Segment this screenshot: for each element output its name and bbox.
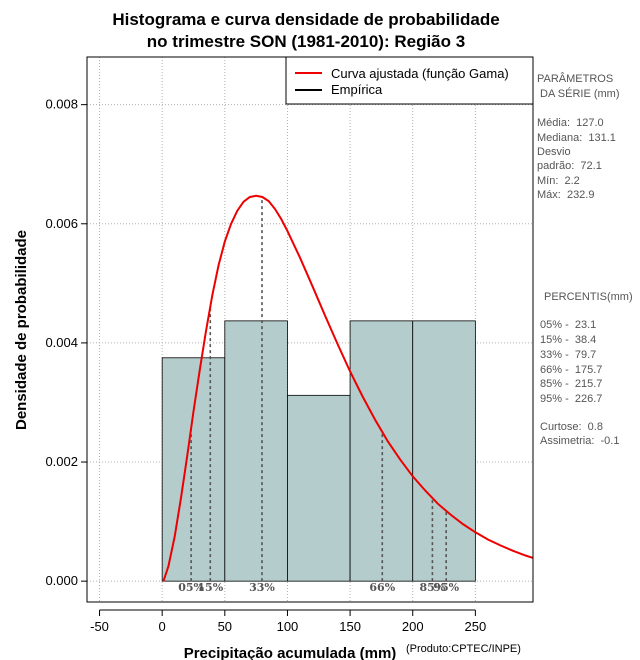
legend-label-empirical: Empírica: [331, 82, 383, 97]
x-tick-label: 50: [218, 619, 232, 634]
percentil-66: 66% - 175.7: [540, 364, 602, 376]
percentile-label: 15%: [197, 581, 223, 594]
param-mean: Média: 127.0: [537, 117, 604, 129]
param-stddev: padrão: 72.1: [537, 160, 602, 172]
percentile-labels: 05%15% 33% 66% 85%95%: [178, 581, 459, 594]
y-tick-label: 0.008: [45, 97, 78, 112]
y-tick-label: 0.004: [45, 335, 78, 350]
percentil-95: 95% - 226.7: [540, 393, 602, 405]
x-tick-label: 0: [159, 619, 166, 634]
product-credit: (Produto:CPTEC/INPE): [406, 643, 521, 655]
percentile-label: 85%: [420, 581, 446, 594]
percentil-05: 05% - 23.1: [540, 319, 596, 331]
percentile-label: 33%: [249, 581, 275, 594]
percentile-label: 95%: [433, 581, 459, 594]
y-axis-title: Densidade de probabilidade: [13, 230, 30, 430]
param-min: Mín: 2.2: [537, 175, 580, 187]
params-heading-line-1: PARÂMETROS: [537, 72, 613, 85]
x-tick-label: 150: [339, 619, 361, 634]
y-tick-label: 0.002: [45, 454, 78, 469]
x-axis: -50 0 50 100 150 200 250: [90, 609, 487, 634]
percentile-lines: [190, 196, 447, 582]
side-panel: PARÂMETROS DA SÉRIE (mm) Média: 127.0 Me…: [537, 72, 633, 447]
x-axis-title: Precipitação acumulada (mm): [184, 645, 397, 660]
x-tick-label: 200: [402, 619, 424, 634]
histogram-bar: [349, 320, 414, 582]
percentile-label: 05%: [178, 581, 204, 594]
y-axis: 0.000 0.002 0.004 0.006 0.008: [45, 97, 87, 588]
y-tick-label: 0.000: [45, 573, 78, 588]
histogram-bar: [224, 320, 288, 582]
params-heading-line-2: DA SÉRIE (mm): [537, 87, 620, 100]
chart-title-line-1: Histograma e curva densidade de probabil…: [112, 10, 499, 29]
histogram-bar: [412, 320, 476, 582]
histogram-bars: [161, 320, 476, 582]
legend-box: [285, 56, 534, 105]
percentil-33: 33% - 79.7: [540, 349, 596, 361]
legend: Curva ajustada (função Gama) Empírica: [285, 56, 534, 105]
fitted-curve: [162, 194, 534, 582]
stat-skewness: Assimetria: -0.1: [540, 435, 619, 447]
x-tick-label: 100: [277, 619, 299, 634]
percentil-85: 85% - 215.7: [540, 378, 602, 390]
y-tick-label: 0.006: [45, 216, 78, 231]
x-tick-label: -50: [90, 619, 109, 634]
fitted-curve-layer: [162, 194, 534, 582]
percentil-15: 15% - 38.4: [540, 334, 596, 346]
legend-label-fitted-curve: Curva ajustada (função Gama): [331, 66, 509, 81]
x-tick-label: 250: [465, 619, 487, 634]
param-stddev-label: Desvio: [537, 146, 571, 158]
histogram-bar: [287, 394, 351, 582]
stat-kurtosis: Curtose: 0.8: [540, 421, 603, 433]
param-median: Mediana: 131.1: [537, 132, 616, 144]
percentile-label: 66%: [369, 581, 395, 594]
param-max: Máx: 232.9: [537, 189, 594, 201]
chart-title-line-2: no trimestre SON (1981-2010): Região 3: [147, 32, 465, 51]
percentis-heading: PERCENTIS(mm): [544, 291, 633, 303]
